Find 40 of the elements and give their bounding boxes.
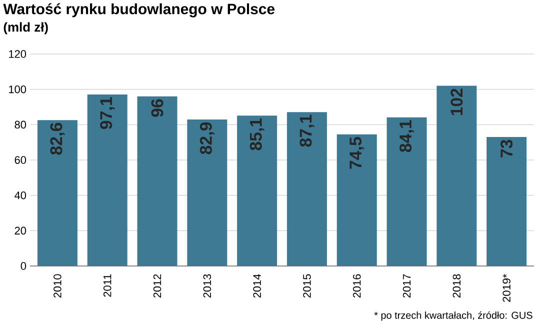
data-label: 87,1 xyxy=(300,114,314,147)
y-tick-label: 100 xyxy=(9,85,26,94)
bar xyxy=(187,120,228,266)
data-label: 84,1 xyxy=(400,120,414,152)
bar xyxy=(486,137,527,266)
x-tick-label: 2017 xyxy=(402,274,411,298)
x-tick-label: 2010 xyxy=(54,274,62,298)
data-label: 82,6 xyxy=(50,122,65,155)
chart-title: Wartość rynku budowlanego w Polsce xyxy=(3,3,275,18)
bar xyxy=(436,86,477,266)
data-label: 96 xyxy=(151,99,164,117)
y-tick-label: 60 xyxy=(14,156,26,164)
bar xyxy=(237,116,278,266)
data-label: 85,1 xyxy=(250,118,264,150)
data-label: 97,1 xyxy=(100,97,115,130)
text: * po trzech kwartałach, źródło: GUS xyxy=(374,311,532,321)
x-tick-label: 2019* xyxy=(502,274,510,302)
bar xyxy=(137,96,178,266)
bar xyxy=(87,94,128,266)
x-tick-label: 2016 xyxy=(352,274,361,298)
x-tick-label: 2018 xyxy=(452,274,461,298)
chart-subtitle: (mld zł) xyxy=(4,22,48,34)
x-tick-label: 2014 xyxy=(253,274,261,298)
x-tick-label: 2013 xyxy=(203,274,212,298)
bar xyxy=(336,134,377,266)
data-label: 102 xyxy=(450,88,463,116)
data-label: 74,5 xyxy=(350,137,364,169)
x-tick-label: 2012 xyxy=(153,274,162,298)
y-tick-label: 120 xyxy=(9,50,26,58)
x-tick-label: 2011 xyxy=(103,274,112,297)
bar xyxy=(37,120,78,266)
y-tick-label: 20 xyxy=(14,226,26,235)
y-tick-label: 0 xyxy=(20,262,26,270)
bar xyxy=(286,112,327,266)
data-label: 73 xyxy=(500,140,513,158)
x-tick-label: 2015 xyxy=(303,274,311,298)
y-tick-label: 40 xyxy=(14,191,26,200)
y-tick-label: 80 xyxy=(14,120,26,129)
bar xyxy=(386,117,427,266)
data-label: 82,9 xyxy=(200,122,214,154)
